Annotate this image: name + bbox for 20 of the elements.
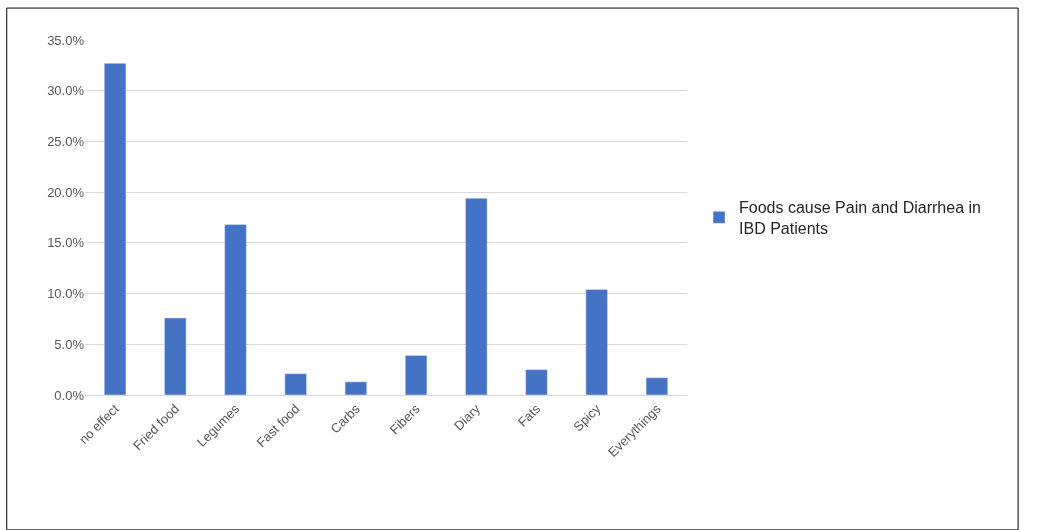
bar: [465, 197, 488, 395]
y-tick-label: 5.0%: [54, 336, 85, 352]
bar: [104, 63, 127, 395]
bar: [284, 373, 307, 395]
y-tick-label: 35.0%: [47, 32, 85, 48]
bar: [405, 355, 428, 395]
bar: [164, 317, 187, 395]
y-tick-label: 25.0%: [47, 133, 85, 149]
y-tick-label: 15.0%: [47, 235, 85, 251]
x-tick-label: Fats: [514, 400, 544, 430]
y-tick-label: 20.0%: [47, 184, 85, 200]
bar: [645, 377, 668, 395]
legend-label: Foods cause Pain and Diarrhea in IBD Patients: [739, 199, 981, 237]
bar: [344, 381, 367, 395]
bar: [585, 289, 608, 395]
bar: [224, 224, 247, 395]
y-tick-label: 0.0%: [54, 387, 85, 403]
bar: [525, 369, 548, 395]
y-tick-label: 30.0%: [47, 83, 85, 99]
y-tick-label: 10.0%: [47, 286, 85, 302]
